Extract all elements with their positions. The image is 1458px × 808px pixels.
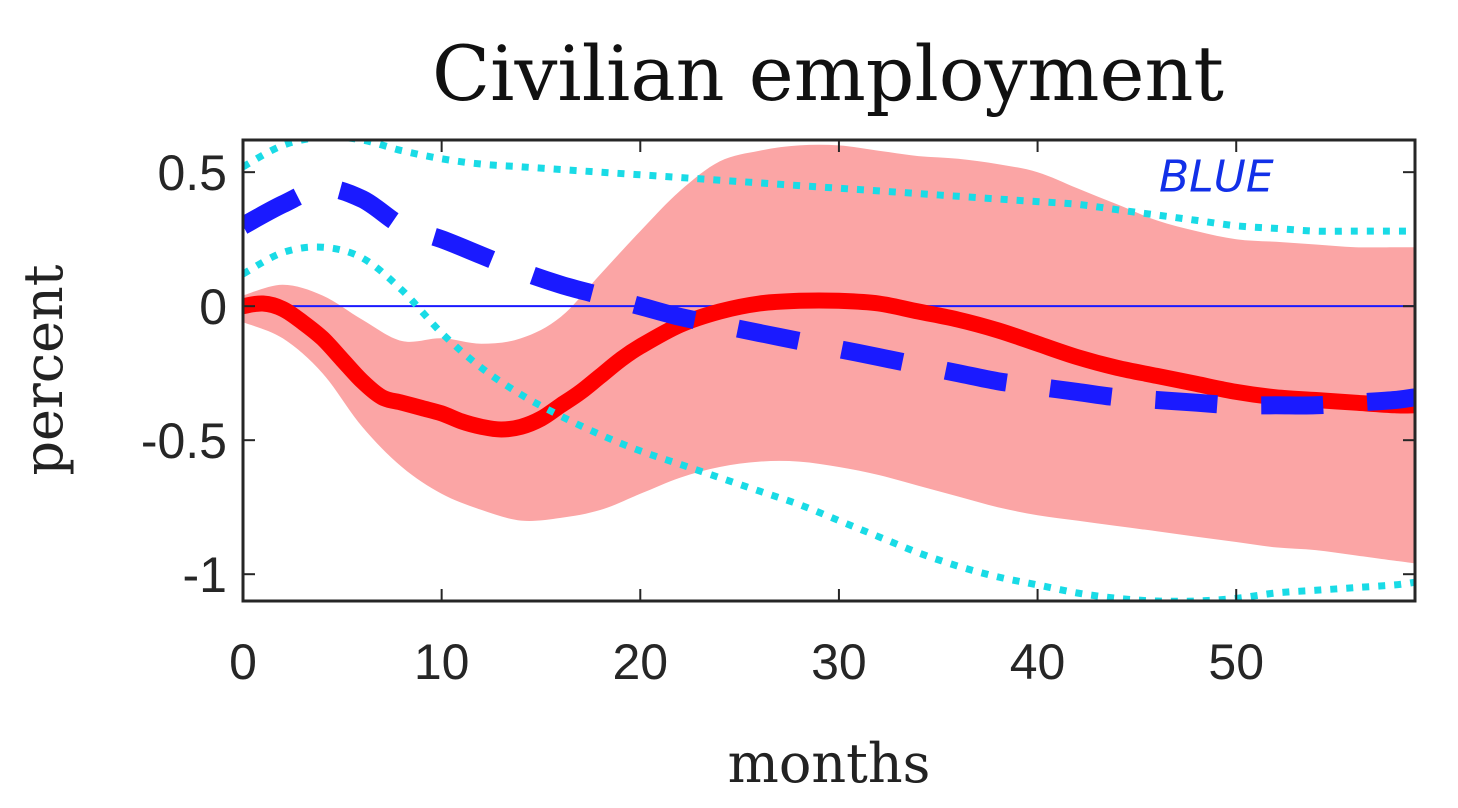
y-tick-label: -1 [183,547,227,603]
x-tick-label: 10 [414,634,470,690]
y-tick-label: 0.5 [157,145,227,201]
x-axis-label: months [728,732,931,795]
chart-title: Civilian employment [432,29,1224,118]
y-axis-label: percent [12,264,75,475]
x-tick-label: 20 [612,634,668,690]
x-tick-label: 0 [229,634,257,690]
x-tick-label: 30 [811,634,867,690]
x-tick-label: 40 [1010,634,1066,690]
series-line-solid-1 [243,292,1415,438]
annotation-text: BLUE [1159,152,1274,203]
plot-frame [241,138,1417,603]
confidence-band [243,144,1415,564]
series-line-dashed-2 [243,179,1415,415]
plot-area [243,140,1415,601]
y-tick-label: -0.5 [141,413,227,469]
y-tick-label: 0 [199,279,227,335]
x-tick-label: 50 [1208,634,1264,690]
